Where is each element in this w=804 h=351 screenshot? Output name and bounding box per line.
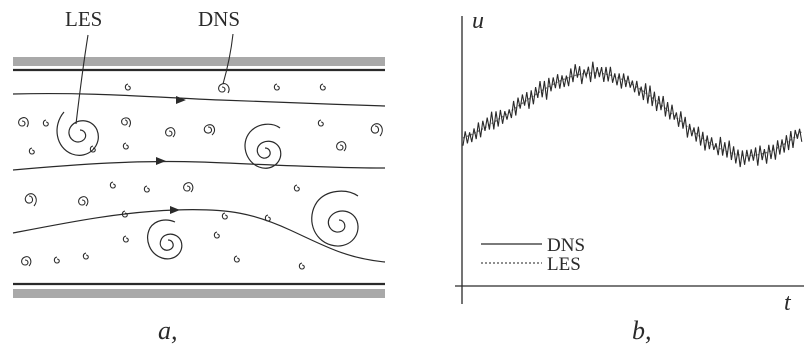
small-eddies <box>18 83 383 270</box>
small-eddy <box>273 83 280 91</box>
small-eddy <box>143 185 150 193</box>
caption-a: a, <box>158 316 178 345</box>
small-eddy <box>82 252 89 260</box>
small-eddy <box>18 117 29 128</box>
small-eddy <box>24 193 37 207</box>
les-leader-line <box>75 34 89 125</box>
small-eddy <box>42 119 49 127</box>
small-eddy <box>336 141 347 152</box>
large-eddy-2 <box>244 123 282 169</box>
legend-les-label: LES <box>547 254 581 275</box>
small-eddy <box>293 184 300 192</box>
streamline-arrow-2 <box>156 157 166 165</box>
streamline-arrow-1 <box>176 96 186 104</box>
dns-label: DNS <box>198 7 240 31</box>
small-eddy <box>21 256 32 267</box>
small-eddy <box>370 123 383 137</box>
top-wall <box>13 57 385 66</box>
small-eddy <box>183 182 194 193</box>
small-eddy <box>213 231 220 239</box>
streamline-arrow-3 <box>170 206 180 214</box>
small-eddy <box>319 83 326 91</box>
small-eddy <box>122 142 129 150</box>
small-eddy <box>78 196 89 207</box>
small-eddy <box>89 145 96 153</box>
small-eddy <box>203 124 216 136</box>
small-eddy <box>218 83 230 94</box>
small-eddy <box>298 262 305 270</box>
streamline-2 <box>12 160 386 171</box>
streamline-1 <box>12 92 386 107</box>
small-eddy <box>317 119 324 127</box>
legend: DNS LES <box>481 235 585 275</box>
small-eddy <box>121 117 131 128</box>
small-eddy <box>233 255 240 263</box>
large-eddy-1 <box>56 111 99 156</box>
small-eddy <box>53 256 60 264</box>
panel-b: u t DNS LES b, <box>455 8 804 345</box>
y-axis-label: u <box>472 8 484 34</box>
x-axis-label: t <box>784 290 792 316</box>
les-label: LES <box>65 7 102 31</box>
small-eddy <box>264 214 271 222</box>
small-eddy <box>124 83 131 91</box>
dns-signal <box>462 61 803 168</box>
large-eddy-3 <box>311 190 359 247</box>
small-eddy <box>121 210 128 218</box>
legend-dns-label: DNS <box>547 235 585 256</box>
caption-b: b, <box>632 316 652 345</box>
dns-leader-line <box>222 33 234 85</box>
streamline-3 <box>12 209 386 263</box>
large-eddy-4 <box>147 219 183 260</box>
small-eddy <box>28 147 35 155</box>
small-eddy <box>109 181 116 189</box>
panel-a: LES DNS a, <box>12 7 386 345</box>
small-eddy <box>221 212 228 220</box>
small-eddy <box>122 235 129 243</box>
small-eddy <box>165 127 176 138</box>
bottom-wall <box>13 289 385 298</box>
